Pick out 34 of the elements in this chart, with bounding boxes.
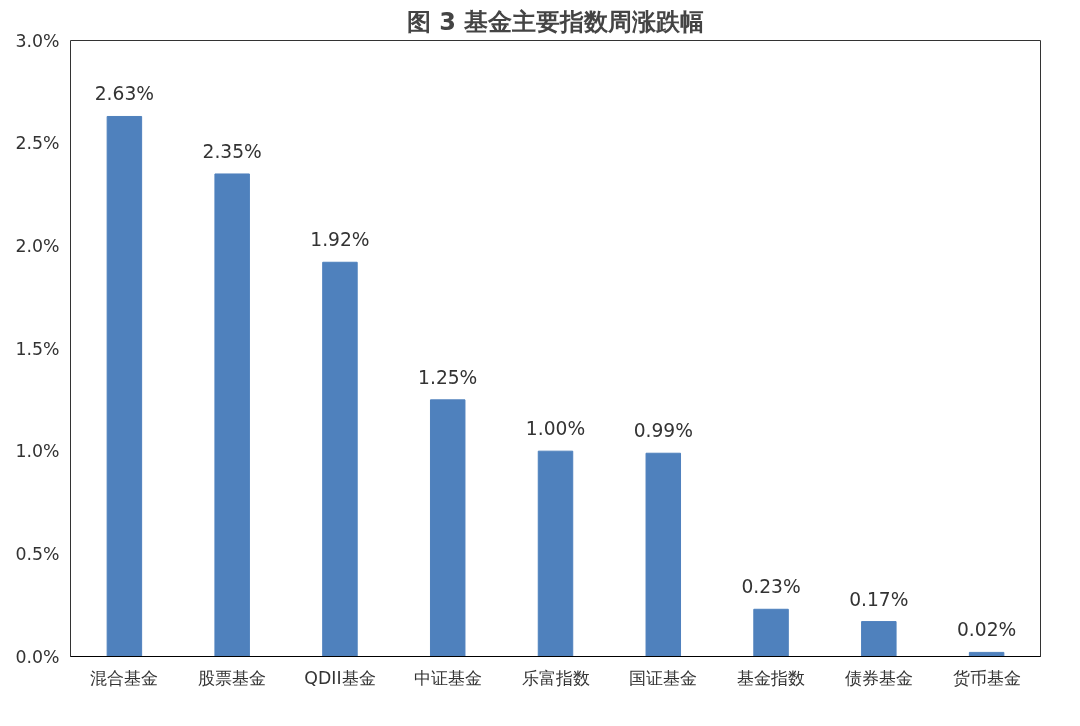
data-label: 1.00% bbox=[525, 418, 586, 440]
bar bbox=[429, 399, 466, 657]
x-tick-label: 国证基金 bbox=[629, 667, 698, 688]
y-tick-label: 3.0% bbox=[15, 30, 60, 51]
y-tick-label: 2.0% bbox=[15, 235, 60, 256]
x-tick-label: 混合基金 bbox=[90, 667, 159, 688]
chart-title: 图 3 基金主要指数周涨跌幅 bbox=[406, 7, 705, 36]
x-tick-label: QDII基金 bbox=[304, 667, 376, 688]
data-label: 0.99% bbox=[633, 420, 693, 442]
data-label: 0.23% bbox=[741, 576, 801, 598]
data-label: 0.02% bbox=[956, 619, 1017, 641]
y-tick-label: 1.0% bbox=[15, 441, 60, 462]
bar bbox=[861, 621, 897, 657]
x-tick-label: 股票基金 bbox=[198, 667, 267, 688]
y-tick-label: 1.5% bbox=[15, 338, 60, 359]
y-tick-label: 2.5% bbox=[15, 133, 60, 154]
x-tick-label: 基金指数 bbox=[737, 667, 806, 688]
data-label: 1.25% bbox=[418, 366, 478, 388]
data-label: 2.63% bbox=[94, 83, 155, 105]
x-tick-label: 债券基金 bbox=[844, 667, 913, 688]
y-tick-label: 0.5% bbox=[15, 543, 60, 564]
x-tick-label: 乐富指数 bbox=[521, 667, 590, 688]
bar bbox=[537, 450, 574, 657]
data-label: 1.92% bbox=[310, 229, 370, 251]
bar bbox=[753, 608, 789, 657]
data-label: 2.35% bbox=[202, 140, 262, 162]
bar bbox=[322, 261, 358, 657]
x-tick-label: 中证基金 bbox=[413, 667, 482, 688]
bar bbox=[106, 115, 143, 657]
bar bbox=[214, 173, 250, 657]
y-tick-label: 0.0% bbox=[15, 646, 60, 667]
x-tick-label: 货币基金 bbox=[952, 667, 1021, 688]
bar bbox=[645, 452, 682, 657]
data-label: 0.17% bbox=[849, 588, 909, 610]
